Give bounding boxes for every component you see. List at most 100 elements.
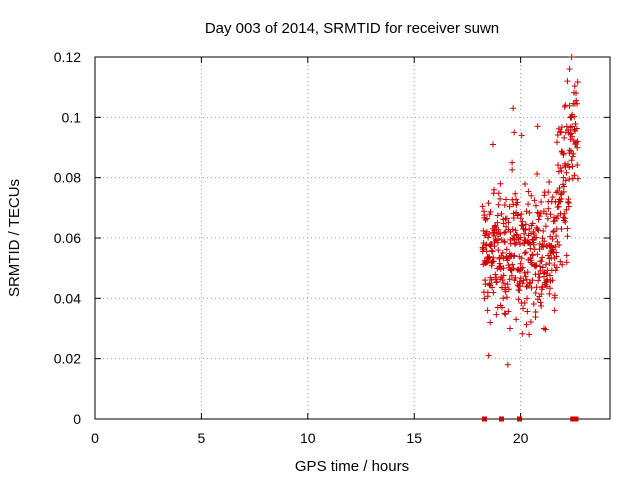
data-point (523, 321, 530, 328)
data-point (480, 239, 487, 246)
data-point (503, 294, 510, 301)
data-point (563, 252, 570, 259)
data-point (540, 208, 547, 215)
data-point (517, 260, 524, 267)
data-point (563, 259, 570, 266)
data-point (535, 277, 542, 284)
data-point (574, 144, 581, 151)
data-point (569, 163, 576, 170)
data-point (547, 272, 554, 279)
data-point (529, 220, 536, 227)
data-point (488, 262, 495, 269)
data-point (568, 54, 575, 60)
y-tick-label: 0 (73, 411, 81, 427)
data-point (544, 215, 551, 222)
data-point (538, 303, 545, 310)
data-point (564, 233, 571, 240)
data-point (504, 281, 511, 288)
data-point (574, 138, 581, 145)
data-point (499, 276, 506, 283)
y-tick-label: 0.12 (54, 49, 81, 65)
data-point (485, 200, 492, 207)
data-point (520, 305, 527, 312)
data-point (499, 304, 506, 311)
data-point (536, 213, 543, 220)
data-point (555, 125, 562, 132)
zero-marker (498, 416, 504, 422)
data-point (525, 188, 532, 195)
data-point (539, 254, 546, 261)
data-point (510, 265, 517, 272)
data-point (514, 211, 521, 218)
data-point (554, 139, 561, 146)
chart-title: Day 003 of 2014, SRMTID for receiver suw… (205, 20, 499, 37)
data-point (545, 189, 552, 196)
data-point (483, 241, 490, 248)
data-point (500, 280, 507, 287)
zero-marker (481, 416, 487, 422)
data-point (489, 248, 496, 255)
data-point (534, 251, 541, 258)
data-point (569, 123, 576, 130)
axis-ticks: 0 0.02 0.04 0.06 0.08 0.1 0.12 0 5 10 15 20 (54, 49, 610, 446)
data-point (559, 261, 566, 268)
data-point (500, 220, 507, 227)
data-point (519, 264, 526, 271)
data-point (527, 319, 534, 326)
data-point (533, 284, 540, 291)
data-point (557, 128, 564, 135)
data-point (542, 223, 549, 230)
x-tick-label: 5 (198, 430, 206, 446)
data-point (565, 203, 572, 210)
data-point (513, 316, 520, 323)
data-point (553, 253, 560, 260)
data-point (497, 230, 504, 237)
y-tick-label: 0.04 (54, 290, 81, 306)
data-point (480, 227, 487, 234)
data-point (535, 216, 542, 223)
data-point (554, 238, 561, 245)
data-point (566, 147, 573, 154)
data-point (551, 214, 558, 221)
data-point (568, 157, 575, 164)
data-point (534, 209, 541, 216)
data-point (500, 272, 507, 279)
data-point (505, 286, 512, 293)
data-point (535, 227, 542, 234)
data-point (490, 254, 497, 261)
data-point (498, 237, 505, 244)
data-point (549, 236, 556, 243)
data-point (528, 257, 535, 264)
data-point (537, 267, 544, 274)
data-point (495, 226, 502, 233)
data-point (556, 184, 563, 191)
data-point (493, 279, 500, 286)
data-point (500, 295, 507, 302)
data-point (574, 175, 581, 182)
data-point (523, 208, 530, 215)
x-axis-title: GPS time / hours (295, 458, 409, 475)
data-point (490, 232, 497, 239)
data-point (484, 307, 491, 314)
y-tick-label: 0.08 (54, 170, 81, 186)
data-point (561, 210, 568, 217)
data-point (563, 123, 570, 130)
zero-marker (570, 416, 576, 422)
data-point (497, 180, 504, 187)
data-point (546, 290, 553, 297)
data-point (488, 247, 495, 254)
data-point (487, 319, 494, 326)
data-point (532, 202, 539, 209)
data-point (479, 203, 486, 210)
data-point (539, 235, 546, 242)
data-point (538, 258, 545, 265)
data-point (572, 120, 579, 127)
x-tick-label: 0 (91, 430, 99, 446)
data-point (532, 314, 539, 321)
data-point (502, 288, 509, 295)
data-point (527, 245, 534, 252)
data-point (557, 164, 564, 171)
data-point (552, 243, 559, 250)
data-point (521, 250, 528, 257)
data-point (544, 276, 551, 283)
